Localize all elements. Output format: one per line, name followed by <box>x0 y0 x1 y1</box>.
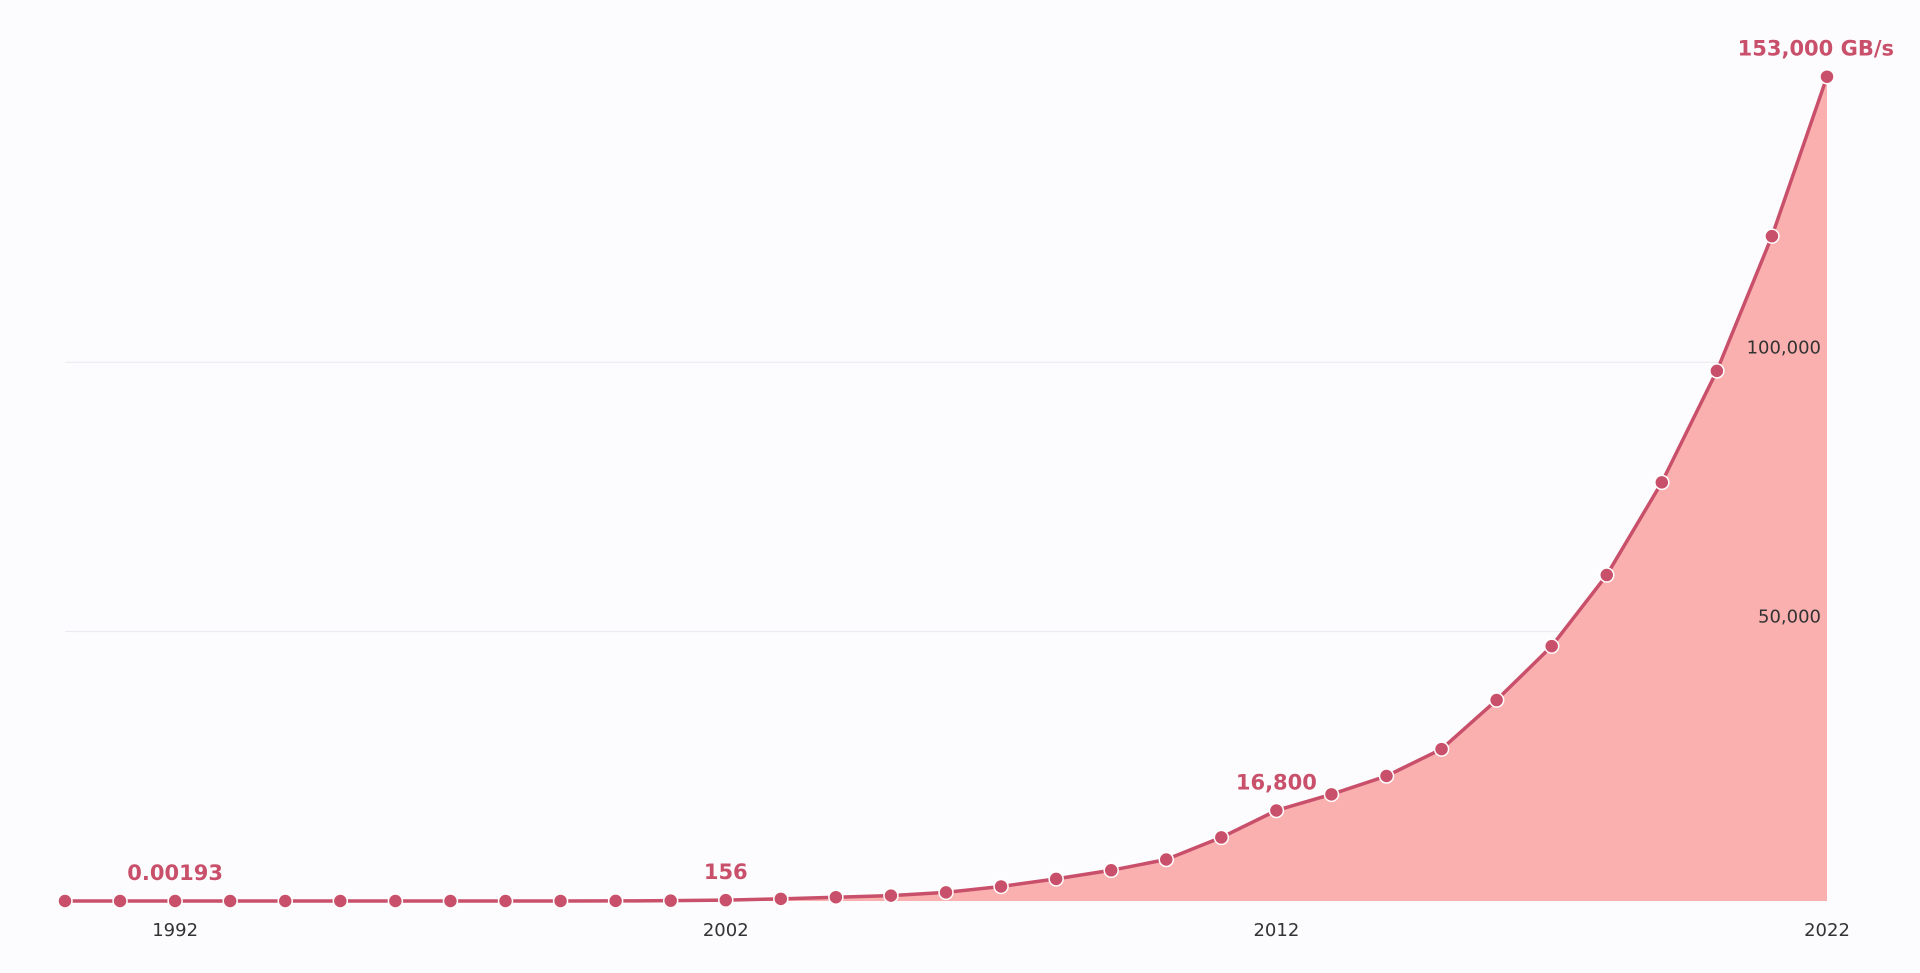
point <box>1543 638 1560 654</box>
point <box>1764 228 1780 244</box>
point <box>1378 768 1395 784</box>
value-label: 156 <box>704 860 748 884</box>
point <box>993 878 1009 895</box>
value-label: 16,800 <box>1236 770 1317 794</box>
point <box>1488 692 1505 708</box>
value-label: 0.00193 <box>127 861 223 885</box>
x-tick-label: 2002 <box>703 920 749 941</box>
point <box>1213 829 1230 846</box>
point <box>1654 474 1670 491</box>
point <box>552 893 569 909</box>
point <box>442 893 459 909</box>
point <box>277 893 293 909</box>
point <box>1268 802 1285 819</box>
x-tick-label: 2012 <box>1253 920 1299 941</box>
point <box>938 884 954 901</box>
point <box>387 893 404 909</box>
point <box>332 893 349 909</box>
point <box>57 893 73 909</box>
x-tick-label: 1992 <box>152 920 198 941</box>
point <box>112 893 128 909</box>
point <box>883 887 899 904</box>
y-tick-label: 100,000 <box>1747 337 1821 358</box>
point <box>662 892 679 909</box>
point <box>773 891 789 907</box>
point <box>1709 363 1725 379</box>
point <box>1048 871 1064 887</box>
x-tick-label: 2022 <box>1804 920 1850 941</box>
point <box>1103 862 1119 879</box>
point <box>1323 786 1340 803</box>
point <box>828 889 844 905</box>
point <box>497 893 514 909</box>
point <box>1819 68 1835 85</box>
point <box>1599 567 1615 583</box>
point <box>1433 741 1450 757</box>
y-tick-label: 50,000 <box>1758 607 1821 628</box>
point <box>718 892 734 908</box>
area-fill <box>65 76 1827 901</box>
point <box>222 893 238 909</box>
point <box>607 893 624 909</box>
point <box>1158 851 1174 868</box>
value-label: 153,000 GB/s <box>1738 37 1894 61</box>
point <box>167 893 183 909</box>
